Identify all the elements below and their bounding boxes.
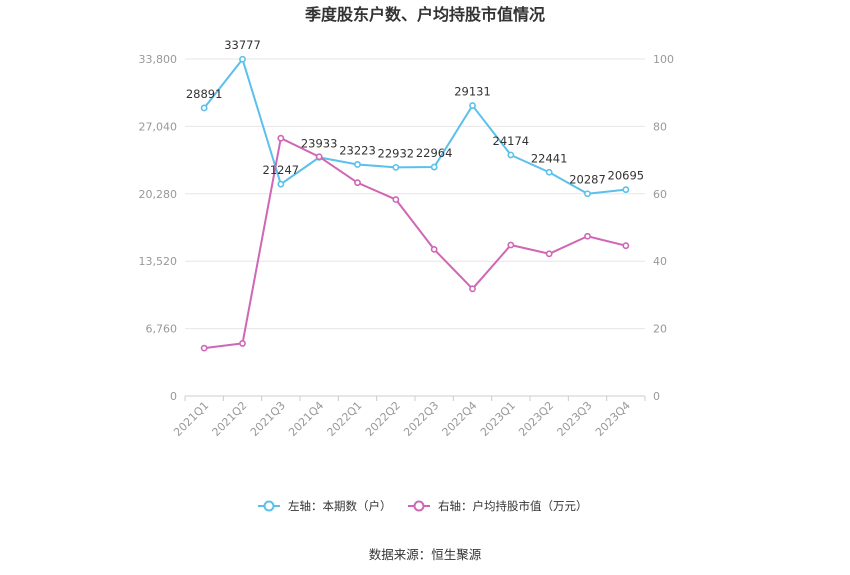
data-label: 28891	[186, 87, 223, 101]
left-tick-label: 33,800	[139, 53, 178, 66]
grid-lines	[185, 58, 645, 397]
right-tick-label: 0	[653, 390, 660, 403]
x-tick-label: 2022Q4	[440, 399, 480, 439]
data-point-1[interactable]	[584, 232, 591, 240]
x-tick-label: 2022Q2	[363, 399, 403, 439]
data-label: 24174	[493, 134, 530, 148]
x-tick-label: 2023Q2	[516, 399, 556, 439]
left-tick-label: 13,520	[139, 255, 178, 268]
x-tick-label: 2021Q3	[248, 399, 288, 439]
data-label: 22441	[531, 151, 568, 165]
data-label: 21247	[263, 163, 300, 177]
data-point-1[interactable]	[469, 285, 476, 293]
data-point-1[interactable]	[545, 250, 553, 258]
data-point-1[interactable]	[277, 134, 285, 142]
right-axis: 0 20 40 60 80 100	[653, 53, 674, 403]
x-axis: 2021Q12021Q22021Q32021Q42022Q12022Q22022…	[171, 395, 646, 439]
data-label: 20287	[569, 173, 606, 187]
legend[interactable]: 左轴：本期数（户） 右轴：户均持股市值（万元）	[258, 499, 588, 513]
x-tick-label: 2022Q1	[325, 399, 365, 439]
series-line-1	[204, 137, 627, 350]
data-point-1[interactable]	[315, 153, 323, 161]
left-tick-label: 27,040	[139, 120, 178, 133]
data-point-1[interactable]	[200, 344, 208, 352]
right-tick-label: 20	[653, 323, 667, 336]
source-text: 数据来源：恒生聚源	[369, 547, 482, 562]
data-point-0[interactable]	[469, 102, 476, 109]
data-label: 23933	[301, 136, 338, 150]
x-tick-label: 2021Q2	[210, 399, 250, 439]
data-label: 22964	[416, 146, 453, 160]
data-label: 23223	[339, 143, 376, 157]
data-point-0[interactable]	[545, 168, 553, 176]
left-tick-label: 0	[170, 390, 177, 403]
x-tick-label: 2023Q4	[593, 399, 633, 439]
right-tick-label: 80	[653, 120, 667, 133]
legend-label: 右轴：户均持股市值（万元）	[438, 499, 588, 513]
data-point-1[interactable]	[392, 196, 400, 203]
data-point-0[interactable]	[507, 151, 515, 159]
right-tick-label: 40	[653, 255, 667, 268]
data-point-1[interactable]	[507, 241, 515, 249]
data-label: 33777	[224, 38, 261, 52]
data-point-0[interactable]	[430, 163, 438, 171]
left-axis: 0 6,760 13,520 20,280 27,040 33,800	[139, 53, 178, 403]
x-tick-label: 2023Q1	[478, 399, 518, 439]
data-point-0[interactable]	[239, 55, 246, 63]
data-point-0[interactable]	[392, 163, 400, 171]
data-point-1[interactable]	[354, 179, 361, 187]
data-point-1[interactable]	[430, 246, 438, 253]
data-label: 20695	[608, 169, 645, 183]
right-tick-label: 60	[653, 188, 667, 201]
data-label: 29131	[454, 85, 491, 99]
legend-label: 左轴：本期数（户）	[288, 499, 392, 513]
data-point-0[interactable]	[584, 190, 591, 198]
left-tick-label: 6,760	[146, 323, 178, 336]
data-label: 22932	[378, 146, 415, 160]
series-line-0	[203, 58, 626, 195]
data-point-1[interactable]	[239, 340, 246, 347]
legend-item-1[interactable]: 右轴：户均持股市值（万元）	[408, 499, 588, 513]
left-tick-label: 20,280	[139, 188, 178, 201]
legend-marker	[263, 500, 275, 512]
data-point-0[interactable]	[277, 180, 285, 188]
data-point-1[interactable]	[622, 242, 630, 250]
x-tick-label: 2023Q3	[555, 399, 595, 439]
data-point-0[interactable]	[354, 161, 361, 168]
x-tick-label: 2021Q1	[171, 399, 211, 439]
chart-title: 季度股东户数、户均持股市值情况	[304, 5, 545, 24]
data-point-0[interactable]	[200, 104, 208, 112]
legend-item-0[interactable]: 左轴：本期数（户）	[258, 499, 392, 513]
x-tick-label: 2022Q3	[401, 399, 441, 439]
x-tick-label: 2021Q4	[286, 399, 326, 439]
legend-marker	[413, 500, 425, 512]
series-layer	[200, 55, 630, 352]
data-point-0[interactable]	[622, 186, 630, 194]
right-tick-label: 100	[653, 53, 674, 66]
